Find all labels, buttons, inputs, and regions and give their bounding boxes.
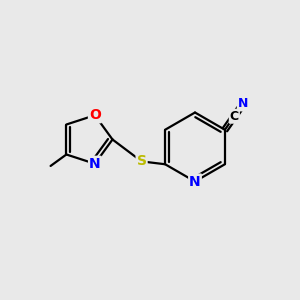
Text: O: O [89,108,101,122]
Text: S: S [136,154,147,168]
Text: N: N [89,157,101,171]
Text: N: N [189,175,201,188]
Text: N: N [238,98,248,110]
Text: C: C [230,110,239,123]
